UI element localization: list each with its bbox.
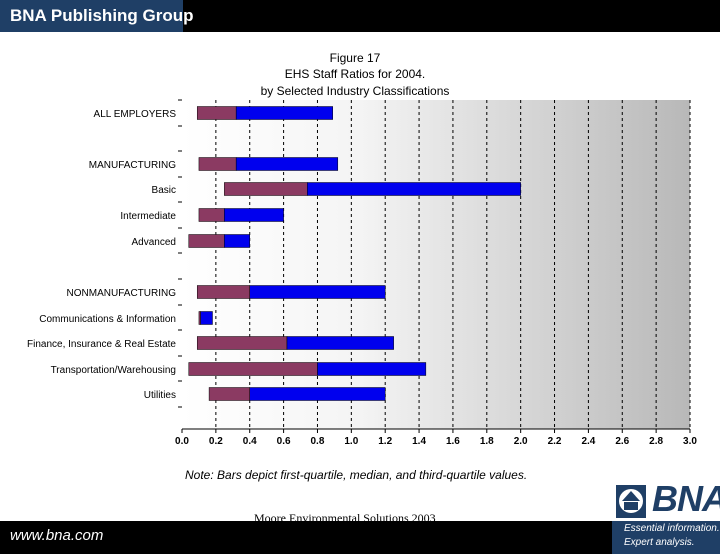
y-axis-labels: ALL EMPLOYERS MANUFACTURING Basic Intermedi… <box>27 99 182 408</box>
bar-q1-median <box>224 182 308 196</box>
bars <box>188 106 521 401</box>
website-link[interactable]: www.bna.com <box>10 527 104 544</box>
bar-q1-median <box>196 285 250 299</box>
bar-median-q3 <box>286 336 394 350</box>
bar-q1-median <box>196 106 237 120</box>
x-tick-label: 2.6 <box>615 436 629 447</box>
x-tick-label: 3.0 <box>683 436 697 447</box>
bar-median-q3 <box>249 285 386 299</box>
bar-median-q3 <box>235 106 333 120</box>
y-tick-label: Communications & Information <box>39 314 176 325</box>
x-tick-label: 1.8 <box>480 436 494 447</box>
bar-median-q3 <box>235 157 339 171</box>
bar-median-q3 <box>224 234 250 248</box>
bar-median-q3 <box>307 182 521 196</box>
x-axis: 0.0 0.2 0.4 0.6 0.8 1.0 1.2 1.4 1.6 1.8 2.0 2.2 2.4 2… <box>175 428 697 447</box>
bar-q1-median <box>198 311 201 325</box>
y-tick-label: MANUFACTURING <box>89 160 176 171</box>
x-tick-label: 2.4 <box>581 436 595 447</box>
bottom-brand-panel <box>612 521 720 554</box>
chart-title-line: EHS Staff Ratios for 2004. <box>285 67 426 81</box>
x-tick-label: 2.8 <box>649 436 663 447</box>
bar-q1-median <box>208 387 250 401</box>
chart-title-line: by Selected Industry Classifications <box>261 84 450 98</box>
x-tick-label: 1.6 <box>446 436 460 447</box>
x-tick-label: 0.6 <box>277 436 291 447</box>
grid-lines <box>215 100 691 429</box>
chart-title: Figure 17 EHS Staff Ratios for 2004. by Se… <box>261 51 450 98</box>
brand-title: BNA Publishing Group <box>0 0 194 32</box>
y-tick-label: NONMANUFACTURING <box>67 288 177 299</box>
bottom-bar <box>0 521 720 554</box>
chart-note: Note: Bars depict first-quartile, median… <box>185 468 528 482</box>
x-tick-label: 0.4 <box>243 436 257 447</box>
bar-median-q3 <box>317 362 427 376</box>
y-tick-label: ALL EMPLOYERS <box>94 109 177 120</box>
x-tick-label: 2.2 <box>548 436 562 447</box>
y-tick-label: Finance, Insurance & Real Estate <box>27 339 176 350</box>
bar-q1-median <box>188 234 225 248</box>
x-tick-label: 1.0 <box>344 436 358 447</box>
x-tick-label: 0.2 <box>209 436 223 447</box>
chart-title-line: Figure 17 <box>330 51 381 65</box>
y-tick-label: Advanced <box>132 237 176 248</box>
bar-q1-median <box>196 336 288 350</box>
bna-logo-icon <box>616 485 646 518</box>
bar-q1-median <box>188 362 318 376</box>
plot-background <box>182 100 690 429</box>
x-tick-label: 2.0 <box>514 436 528 447</box>
x-tick-label: 0.8 <box>311 436 325 447</box>
bar-median-q3 <box>224 208 284 222</box>
y-tick-label: Basic <box>152 185 176 196</box>
logo-tagline-1: Essential information. <box>624 523 720 534</box>
bar-q1-median <box>198 157 237 171</box>
x-tick-label: 0.0 <box>175 436 189 447</box>
x-tick-label: 1.2 <box>378 436 392 447</box>
bar-median-q3 <box>200 311 213 325</box>
logo-text: BNA <box>652 478 720 519</box>
bar-q1-median <box>198 208 225 222</box>
x-tick-label: 1.4 <box>412 436 426 447</box>
bar-median-q3 <box>249 387 386 401</box>
y-tick-label: Utilities <box>144 390 176 401</box>
logo-tagline-2: Expert analysis. <box>624 537 695 548</box>
y-tick-label: Intermediate <box>120 211 176 222</box>
y-tick-label: Transportation/Warehousing <box>51 365 176 376</box>
